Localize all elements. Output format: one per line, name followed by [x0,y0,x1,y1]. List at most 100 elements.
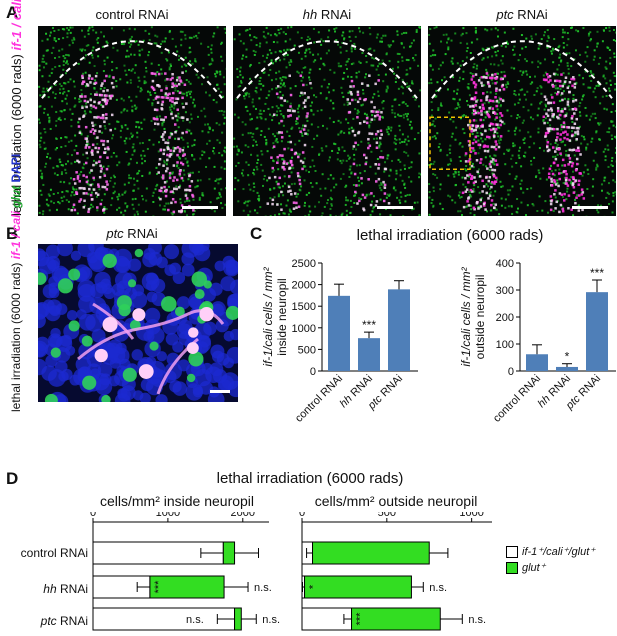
glut-signal [282,124,285,127]
glut-signal [223,160,226,163]
glut-signal [505,86,508,89]
bar-glut [222,541,236,565]
glut-signal [194,186,197,189]
glut-signal [435,89,438,92]
glut-signal [111,134,114,137]
glut-signal [407,112,410,115]
glut-signal [530,187,533,190]
glut-signal [130,69,133,72]
glut-signal [182,169,185,172]
glut-signal [597,84,600,87]
if1-cali-signal [480,113,483,116]
if1-cali-signal [350,92,353,96]
glut-signal [264,118,267,121]
glut-signal [84,54,87,57]
glut-signal [308,191,311,194]
glut-signal [386,193,389,196]
if1-cali-signal [577,149,581,153]
glut-signal [340,162,343,165]
glut-signal [512,27,515,30]
glut-signal [208,157,211,160]
if1-cali-signal [160,118,163,121]
glut-signal [385,196,388,199]
glut-signal [106,56,109,59]
glut-signal [83,163,86,166]
glut-signal [382,107,385,110]
if1-cali-signal [488,135,491,139]
glut-signal [242,42,245,45]
glut-signal [571,161,574,164]
glut-signal [311,159,314,162]
glut-signal [595,168,598,171]
if1-cali-signal [494,140,498,143]
y-tick-label: 100 [496,339,514,351]
glut-signal [320,43,323,46]
glut-signal [412,207,415,210]
if1-cali-signal [347,111,351,114]
glut-signal [167,51,170,54]
glut-signal [377,74,380,77]
glut-signal [119,78,122,81]
glut-signal [615,147,616,150]
glut-signal [247,214,250,216]
glut-signal [120,211,123,214]
glut-signal [260,150,263,153]
if1-cali-signal [85,140,89,143]
glut-signal [150,119,153,122]
glut-signal [337,43,340,46]
glut-signal [290,107,293,110]
glut-signal [188,121,191,124]
glut-signal [275,138,278,141]
if1-cali-signal [101,105,105,108]
if1-cali-signal [167,96,170,100]
glut-signal [233,137,236,140]
if1-cali-signal [571,182,575,185]
if1-cali-signal [170,96,173,100]
glut-signal [469,204,472,207]
glut-signal [482,57,485,60]
glut-signal [348,132,351,135]
glut-signal [316,134,319,137]
if1-cali-signal [109,128,112,132]
glut-signal [120,124,123,127]
if1-cali-signal [89,183,93,187]
glut-signal [66,59,69,62]
glut-signal [258,97,261,100]
if1-cali-signal [552,72,556,76]
if1-cali-signal [174,114,178,118]
glut-signal [190,117,193,120]
glut-signal [143,154,146,157]
glut-signal [454,172,457,175]
glut-signal [42,54,45,57]
glut-signal [396,196,399,199]
glut-signal [373,49,376,52]
glut-signal [317,201,320,204]
glut-signal [461,176,464,179]
glut-signal [162,120,165,123]
glut-signal [406,85,409,88]
if1-cali-signal [548,127,551,131]
if1-cali-signal [78,131,82,135]
glut-signal [493,163,496,166]
glut-signal [260,112,263,115]
glut-signal [539,177,542,180]
if1-cali-signal [153,72,157,76]
if1-cali-signal [82,174,85,177]
glut-signal [363,112,366,115]
glut-signal [69,31,72,34]
if1-cali-signal [475,100,478,103]
glut-signal [251,135,254,138]
glut-signal [174,45,177,48]
glut-signal [282,194,285,197]
if1-cali-signal [490,145,494,149]
glut-signal [90,107,93,110]
glut-signal [580,142,583,145]
glut-signal [286,48,289,51]
bar [526,354,548,371]
glut-signal [187,172,190,175]
if1-cali-signal [494,73,497,76]
if1-cali-signal [383,186,387,189]
glut-signal [133,71,136,74]
if1-cali-signal [499,77,503,81]
glut-signal [334,30,337,33]
